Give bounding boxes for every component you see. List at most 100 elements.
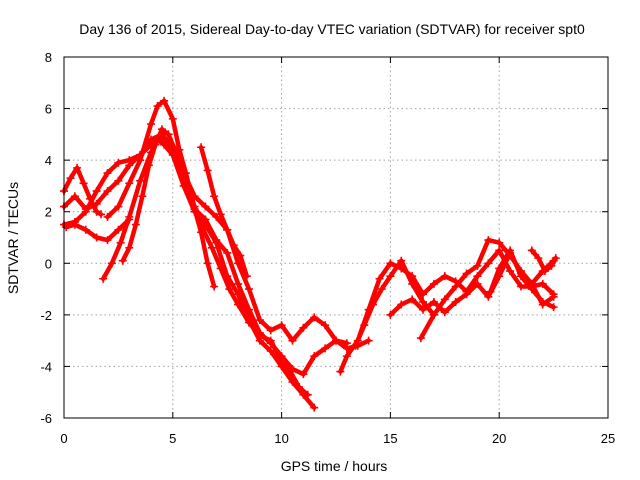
data-point (440, 272, 449, 281)
series-trace (198, 145, 250, 279)
y-tick-label: 6 (45, 102, 52, 117)
data-point (299, 323, 308, 332)
data-point (266, 346, 275, 355)
data-point (116, 238, 125, 247)
plot-area (60, 96, 560, 412)
data-point (408, 279, 417, 288)
data-point (506, 267, 515, 276)
y-tick-label: -2 (40, 308, 52, 323)
data-series-track-5 (103, 96, 219, 291)
data-point (440, 295, 449, 304)
data-series-track-14 (527, 246, 560, 276)
data-point (151, 140, 160, 149)
data-point (144, 161, 153, 170)
data-point (295, 383, 304, 392)
data-point (190, 205, 199, 214)
data-point (212, 238, 221, 247)
data-point (429, 310, 438, 319)
x-tick-label: 5 (169, 431, 176, 446)
data-point (451, 297, 460, 306)
data-point (321, 344, 330, 353)
data-point (103, 169, 112, 178)
data-point (310, 313, 319, 322)
data-point (79, 179, 88, 188)
data-point (255, 331, 264, 340)
y-tick-label: -6 (40, 411, 52, 426)
y-tick-label: 8 (45, 50, 52, 65)
data-point (114, 225, 123, 234)
data-point (234, 279, 243, 288)
data-point (440, 308, 449, 317)
data-point (342, 339, 351, 348)
data-point (160, 96, 169, 105)
data-point (114, 176, 123, 185)
y-tick-label: 0 (45, 256, 52, 271)
data-point (534, 254, 543, 263)
grid (64, 57, 608, 418)
data-point (527, 285, 536, 294)
data-series-track-6 (197, 143, 251, 281)
data-series-track-8 (62, 215, 134, 245)
data-point (81, 205, 90, 214)
data-point (266, 336, 275, 345)
data-point (136, 156, 145, 165)
data-point (538, 297, 547, 306)
x-tick-label: 20 (492, 431, 506, 446)
data-point (212, 212, 221, 221)
data-point (99, 274, 108, 283)
data-point (386, 272, 395, 281)
data-point (547, 261, 556, 270)
data-point (288, 336, 297, 345)
data-point (484, 292, 493, 301)
data-series-track-11 (416, 236, 558, 343)
data-series-track-13 (486, 246, 558, 312)
data-point (223, 248, 232, 257)
data-point (377, 285, 386, 294)
data-point (125, 215, 134, 224)
data-point (419, 297, 428, 306)
data-point (96, 210, 105, 219)
data-point (429, 297, 438, 306)
data-point (416, 334, 425, 343)
data-point (203, 259, 212, 268)
data-point (81, 225, 90, 234)
data-point (451, 282, 460, 291)
data-point (473, 261, 482, 270)
data-point (408, 295, 417, 304)
data-point (286, 367, 295, 376)
data-point (92, 233, 101, 242)
data-point (495, 238, 504, 247)
data-point (473, 279, 482, 288)
data-point (201, 202, 210, 211)
x-tick-label: 0 (60, 431, 67, 446)
data-point (168, 114, 177, 123)
data-point (321, 321, 330, 330)
data-point (255, 316, 264, 325)
data-point (210, 282, 219, 291)
data-point (125, 179, 134, 188)
data-point (138, 192, 147, 201)
plot-frame (63, 56, 609, 419)
data-series-track-12 (351, 256, 438, 350)
x-tick-label: 25 (601, 431, 615, 446)
data-point (223, 225, 232, 234)
data-point (153, 101, 162, 110)
data-point (86, 194, 95, 203)
data-point (386, 310, 395, 319)
data-point (473, 272, 482, 281)
y-tick-label: -4 (40, 359, 52, 374)
data-point (332, 336, 340, 345)
data-point (73, 163, 82, 172)
data-point (92, 187, 101, 196)
data-point (310, 403, 319, 412)
x-tick-label: 15 (383, 431, 397, 446)
data-point (234, 290, 243, 299)
data-point (103, 187, 112, 196)
data-point (386, 259, 395, 268)
y-tick-label: 4 (45, 153, 52, 168)
data-point (484, 236, 493, 245)
data-point (516, 272, 525, 281)
x-axis-label: GPS time / hours (281, 458, 388, 474)
data-point (207, 243, 216, 252)
